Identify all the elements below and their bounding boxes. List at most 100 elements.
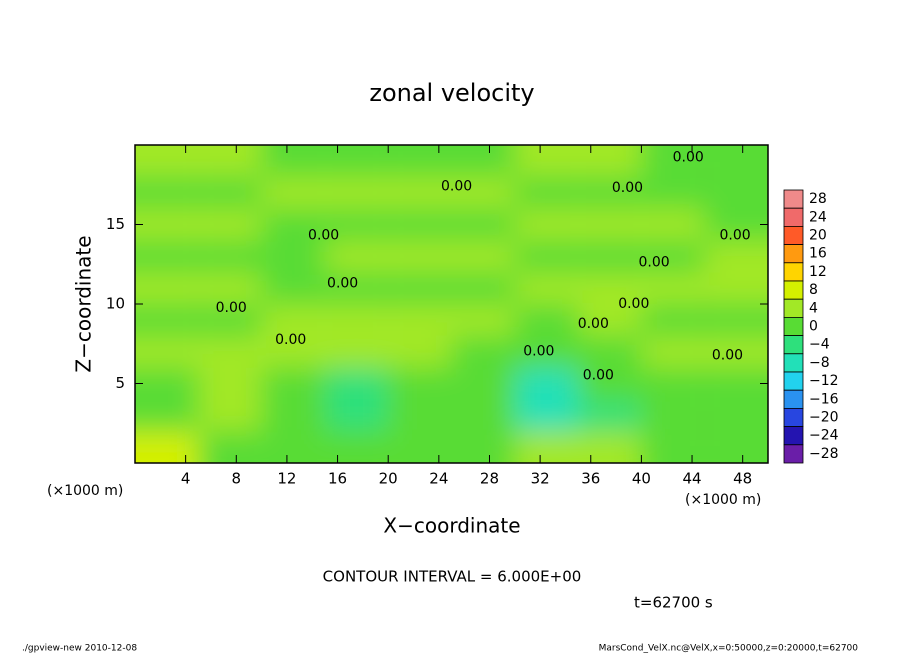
x-tick-label: 44 [682, 470, 701, 488]
field-cell [451, 304, 515, 336]
field-cell [388, 431, 452, 463]
field-cell [704, 399, 768, 432]
field-cell [135, 145, 199, 177]
field-cell [704, 367, 768, 400]
footer: MarsCond_VelX.nc@VelX,x=0:50000,z=0:2000… [599, 644, 859, 654]
field-cell [261, 208, 325, 241]
field-cell [578, 399, 642, 432]
field-cell [261, 304, 325, 336]
field-cell [451, 176, 515, 209]
contour-label: 0.00 [583, 368, 614, 384]
field-cell [514, 335, 579, 368]
field-cell [388, 240, 452, 273]
field-cell [261, 335, 325, 368]
colorbar-label: −8 [809, 355, 830, 371]
y-unit: (×1000 m) [47, 483, 123, 499]
x-tick-label: 16 [328, 470, 347, 488]
field-cell [388, 304, 452, 336]
colorbar-box [783, 316, 804, 336]
colorbar-label: 12 [809, 264, 827, 280]
field-cell [451, 272, 515, 304]
field-cell [514, 145, 579, 177]
field-cell [135, 208, 199, 241]
field-cell [451, 367, 515, 400]
field-cell [641, 176, 705, 209]
field-cell [641, 399, 705, 432]
field-cell [324, 367, 389, 400]
colorbar-label: 4 [809, 300, 818, 316]
field-cell [641, 272, 705, 304]
colorbar-box [783, 225, 804, 245]
colorbar-box [783, 444, 804, 464]
field-cell [704, 304, 768, 336]
contour-label: 0.00 [712, 348, 743, 364]
field-cell [135, 431, 199, 463]
contour-label: 0.00 [216, 300, 247, 316]
field-cell [514, 304, 579, 336]
field-cell [578, 208, 642, 241]
field-cell [451, 335, 515, 368]
contour-label: 0.00 [673, 150, 704, 166]
colorbar-label: 8 [809, 282, 818, 298]
field-cell [135, 272, 199, 304]
field-cell [388, 367, 452, 400]
x-tick-label: 48 [733, 470, 752, 488]
x-tick-label: 12 [277, 470, 296, 488]
colorbar-label: 16 [809, 246, 827, 262]
field-cell [198, 240, 262, 273]
field-cell [514, 176, 579, 209]
x-tick-label: 4 [181, 470, 191, 488]
field-cell [578, 431, 642, 463]
colorbar-label: −20 [809, 410, 839, 426]
colorbar-box [783, 244, 804, 264]
field-cell [704, 431, 768, 463]
field-cell [198, 304, 262, 336]
field-cell [704, 272, 768, 304]
field-cell [641, 304, 705, 336]
field-cell [514, 431, 579, 463]
annotation: t=62700 s [634, 594, 713, 612]
contour-label: 0.00 [275, 332, 306, 348]
colorbar-label: 20 [809, 228, 827, 244]
x-tick-label: 8 [232, 470, 242, 488]
field-cell [198, 272, 262, 304]
colorbar-box [783, 298, 804, 318]
field-cell [324, 145, 389, 177]
contour-label: 0.00 [578, 316, 609, 332]
field-cell [324, 304, 389, 336]
field-cell [135, 176, 199, 209]
field-cell [641, 335, 705, 368]
contour-label: 0.00 [719, 228, 750, 244]
field-cell [261, 431, 325, 463]
footer: ./gpview-new 2010-12-08 [22, 644, 137, 654]
annotation: CONTOUR INTERVAL = 6.000E+00 [323, 568, 582, 586]
x-tick-label: 32 [531, 470, 550, 488]
field-cell [324, 335, 389, 368]
colorbar-box [783, 262, 804, 282]
contour-label: 0.00 [618, 296, 649, 312]
field-cell [514, 208, 579, 241]
field-cell [514, 240, 579, 273]
field-cell [388, 399, 452, 432]
colorbar-box [783, 353, 804, 373]
field-cell [578, 272, 642, 304]
x-tick-label: 40 [632, 470, 651, 488]
plot-area: 0.00 0.00 0.00 0.00 0.00 0.00 0.00 0.00 0.00 0.00… [135, 145, 768, 463]
contour-label: 0.00 [612, 180, 643, 196]
field-cell [261, 272, 325, 304]
colorbar-label: −28 [809, 446, 839, 462]
chart-title: zonal velocity [369, 79, 534, 107]
field-cell [324, 208, 389, 241]
y-axis-label: Z−coordinate [72, 235, 96, 372]
field-cell [704, 335, 768, 368]
field-cell [324, 176, 389, 209]
field-cell [324, 399, 389, 432]
x-unit: (×1000 m) [685, 492, 761, 508]
field-cell [514, 272, 579, 304]
field-cell [704, 208, 768, 241]
field-cell [514, 399, 579, 432]
field-cell [135, 335, 199, 368]
field-cell [198, 367, 262, 400]
field-cell [198, 176, 262, 209]
